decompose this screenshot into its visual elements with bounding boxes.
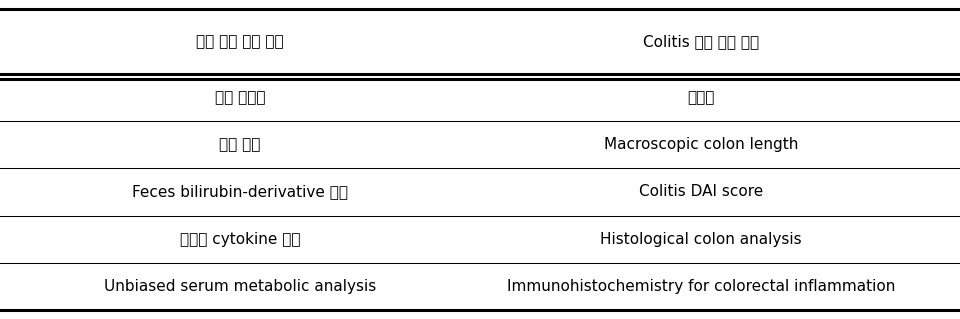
Text: Immunohistochemistry for colorectal inflammation: Immunohistochemistry for colorectal infl… bbox=[507, 279, 895, 294]
Text: 장내 개선 효과 검증: 장내 개선 효과 검증 bbox=[196, 34, 284, 49]
Text: Feces bilirubin-derivative 분석: Feces bilirubin-derivative 분석 bbox=[132, 184, 348, 199]
Text: Unbiased serum metabolic analysis: Unbiased serum metabolic analysis bbox=[104, 279, 376, 294]
Text: 생존율: 생존율 bbox=[687, 90, 714, 105]
Text: Histological colon analysis: Histological colon analysis bbox=[600, 232, 802, 247]
Text: Colitis 예방 효과 평가: Colitis 예방 효과 평가 bbox=[643, 34, 758, 49]
Text: 염증성 cytokine 분석: 염증성 cytokine 분석 bbox=[180, 232, 300, 247]
Text: 수분 섭취량: 수분 섭취량 bbox=[215, 90, 265, 105]
Text: 설사 지수: 설사 지수 bbox=[219, 137, 261, 152]
Text: Macroscopic colon length: Macroscopic colon length bbox=[604, 137, 798, 152]
Text: Colitis DAI score: Colitis DAI score bbox=[638, 184, 763, 199]
